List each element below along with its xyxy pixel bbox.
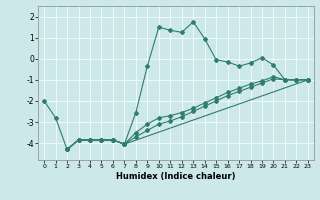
X-axis label: Humidex (Indice chaleur): Humidex (Indice chaleur) (116, 172, 236, 181)
